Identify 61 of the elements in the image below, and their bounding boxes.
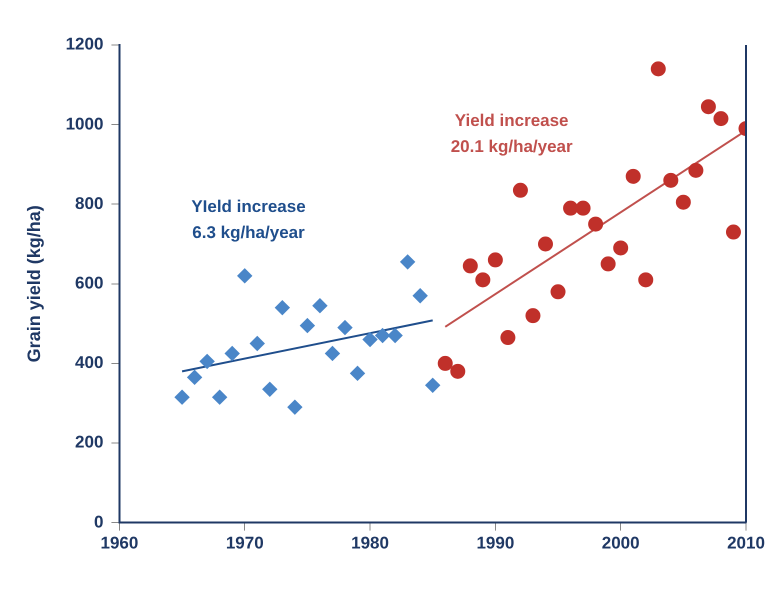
- y-tick-label: 600: [75, 273, 104, 292]
- y-axis-title: Grain yield (kg/ha): [24, 205, 44, 362]
- point: [500, 330, 516, 346]
- y-tick-label: 1000: [66, 114, 104, 134]
- point: [588, 216, 604, 232]
- point: [312, 298, 328, 314]
- point: [300, 318, 315, 334]
- point: [563, 200, 578, 216]
- point: [475, 272, 490, 288]
- point: [337, 320, 352, 336]
- x-tick-label: 1970: [226, 533, 264, 552]
- annotation: YIeld increase 6.3 kg/ha/year: [191, 197, 306, 242]
- point: [350, 366, 366, 381]
- point: [550, 284, 566, 300]
- point: [200, 354, 215, 369]
- point: [462, 258, 478, 274]
- point: [388, 328, 403, 344]
- point: [688, 162, 704, 178]
- x-tick-label: 2000: [602, 533, 640, 552]
- point: [400, 254, 416, 270]
- point: [412, 288, 428, 304]
- point: [438, 356, 453, 371]
- point: [676, 194, 691, 210]
- point: [237, 268, 252, 284]
- y-tick-label: 0: [94, 512, 104, 532]
- point: [650, 61, 666, 76]
- point: [663, 172, 678, 188]
- x-tick-label: 2010: [727, 533, 765, 552]
- point: [450, 364, 466, 379]
- point: [174, 390, 190, 405]
- point: [525, 308, 540, 324]
- point: [488, 252, 503, 268]
- point: [638, 272, 654, 288]
- point: [362, 332, 378, 348]
- point: [187, 370, 202, 385]
- point: [626, 168, 641, 184]
- annotation: Yield increase 20.1 kg/ha/year: [450, 111, 573, 156]
- point: [287, 400, 302, 415]
- point: [224, 346, 240, 361]
- point: [212, 390, 228, 405]
- point: [713, 111, 728, 126]
- point: [726, 224, 741, 240]
- point: [538, 236, 553, 252]
- y-tick-label: 400: [75, 353, 104, 372]
- y-tick-label: 800: [75, 194, 104, 213]
- point: [274, 300, 290, 316]
- x-tick-label: 1980: [351, 533, 389, 552]
- point: [700, 99, 716, 114]
- point: [262, 382, 278, 397]
- point: [425, 378, 440, 393]
- point: [250, 336, 265, 351]
- y-tick-label: 200: [75, 432, 104, 452]
- point: [375, 328, 390, 344]
- x-tick-label: 1990: [476, 533, 514, 552]
- point: [512, 182, 528, 198]
- y-tick-label: 1200: [66, 34, 104, 54]
- point: [613, 240, 628, 256]
- point: [324, 346, 340, 361]
- x-tick-label: 1960: [100, 533, 138, 552]
- point: [576, 200, 591, 216]
- point: [600, 256, 616, 272]
